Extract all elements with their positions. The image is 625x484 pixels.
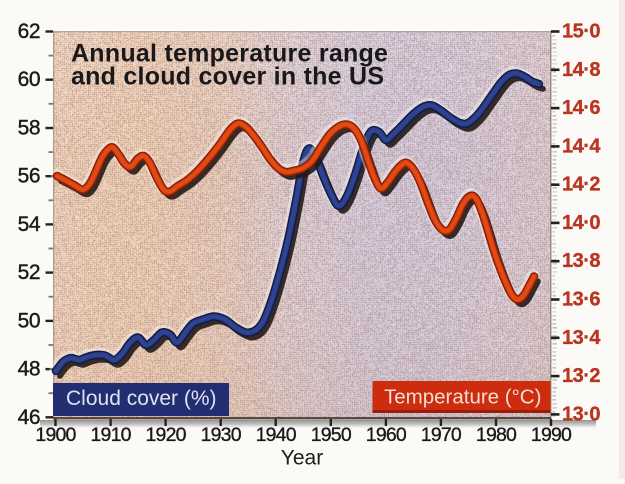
svg-text:14·6: 14·6 bbox=[562, 97, 600, 119]
svg-text:14·8: 14·8 bbox=[562, 59, 600, 81]
svg-text:58: 58 bbox=[18, 117, 40, 140]
svg-text:1940: 1940 bbox=[256, 424, 297, 446]
svg-text:54: 54 bbox=[18, 213, 41, 236]
svg-text:13·8: 13·8 bbox=[562, 250, 600, 272]
svg-text:1990: 1990 bbox=[531, 424, 572, 446]
svg-text:1980: 1980 bbox=[476, 424, 517, 446]
svg-text:13·4: 13·4 bbox=[562, 327, 601, 349]
svg-text:1930: 1930 bbox=[201, 424, 242, 446]
svg-text:1910: 1910 bbox=[91, 424, 132, 446]
svg-text:Cloud cover (%): Cloud cover (%) bbox=[66, 387, 217, 410]
svg-text:1950: 1950 bbox=[311, 424, 352, 446]
svg-text:13·0: 13·0 bbox=[562, 403, 600, 425]
svg-text:1920: 1920 bbox=[146, 424, 187, 446]
svg-text:Temperature (°C): Temperature (°C) bbox=[384, 386, 541, 409]
svg-text:56: 56 bbox=[18, 165, 40, 188]
svg-text:Year: Year bbox=[281, 447, 323, 470]
svg-text:14·2: 14·2 bbox=[562, 174, 600, 196]
svg-text:13·2: 13·2 bbox=[562, 365, 600, 387]
svg-text:Annual temperature range: Annual temperature range bbox=[71, 40, 388, 68]
svg-text:1970: 1970 bbox=[421, 424, 462, 446]
svg-text:and cloud cover in the US: and cloud cover in the US bbox=[71, 63, 384, 91]
svg-text:48: 48 bbox=[18, 358, 40, 381]
svg-text:13·6: 13·6 bbox=[562, 289, 600, 311]
svg-text:60: 60 bbox=[18, 68, 40, 91]
svg-text:1960: 1960 bbox=[366, 424, 407, 446]
svg-text:1900: 1900 bbox=[35, 424, 76, 446]
svg-text:46: 46 bbox=[18, 406, 40, 429]
svg-text:15·0: 15·0 bbox=[562, 21, 600, 43]
svg-text:50: 50 bbox=[18, 309, 40, 332]
svg-text:14·0: 14·0 bbox=[562, 212, 600, 234]
svg-text:62: 62 bbox=[18, 20, 40, 43]
svg-text:14·4: 14·4 bbox=[562, 135, 601, 157]
svg-text:52: 52 bbox=[18, 261, 40, 284]
